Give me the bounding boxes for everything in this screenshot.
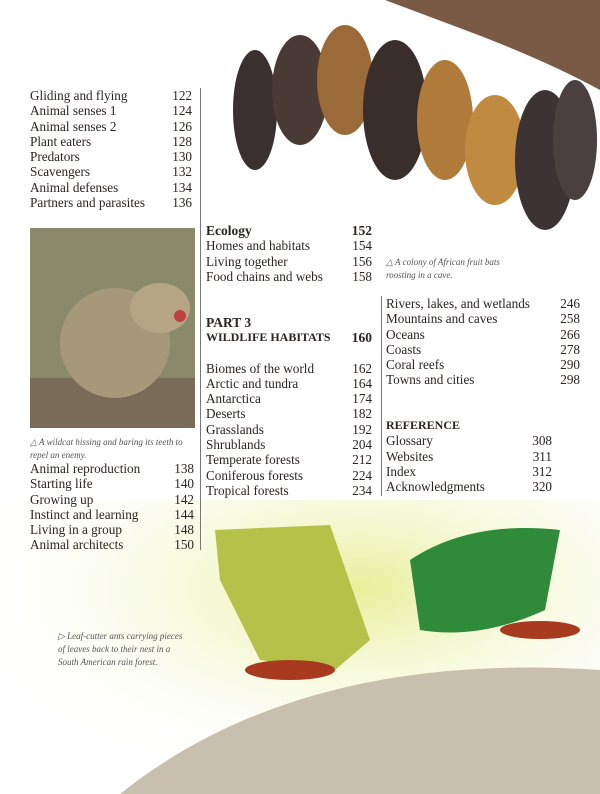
toc-entry[interactable]: Animal architects 150 [30, 537, 194, 553]
toc-entry[interactable]: Websites 311 [386, 448, 552, 464]
toc-entry[interactable]: Oceans 266 [386, 326, 580, 342]
section-heading[interactable]: REFERENCE [386, 418, 461, 432]
toc-entry[interactable]: Deserts 182 [206, 406, 372, 422]
toc-entry[interactable]: Animal defenses 134 [30, 179, 192, 195]
toc-entry[interactable]: Towns and cities 298 [386, 372, 580, 388]
toc-entry[interactable]: Predators 130 [30, 149, 192, 165]
toc-entry[interactable]: Glossary 308 [386, 433, 552, 449]
toc-entry[interactable]: Rivers, lakes, and wetlands 246 [386, 296, 580, 311]
toc-left-bottom: Animal reproduction 138 Starting life 140 … [30, 461, 194, 553]
toc-entry[interactable]: Temperate forests 212 [206, 452, 372, 468]
toc-entry[interactable]: Living in a group 148 [30, 522, 194, 538]
section-heading[interactable]: Ecology 152 [206, 223, 372, 238]
toc-entry[interactable]: Coniferous forests 224 [206, 467, 372, 483]
toc-entry[interactable]: Tropical forests 234 [206, 482, 372, 498]
toc-entry[interactable]: Instinct and learning 144 [30, 506, 194, 522]
toc-entry[interactable]: Coral reefs 290 [386, 357, 580, 373]
toc-ecology: Ecology 152 Homes and habitats 154 Living … [206, 223, 372, 284]
toc-entry[interactable]: Partners and parasites 136 [30, 195, 192, 211]
toc-left-top: Gliding and flying 122 Animal senses 1 124… [30, 88, 192, 210]
toc-entry[interactable]: Food chains and webs 158 [206, 268, 372, 284]
part-label: PART 3 [206, 315, 252, 330]
toc-entry[interactable]: Plant eaters 128 [30, 133, 192, 149]
toc-part3: PART 3 WILDLIFE HABITATS 160 Biomes of th… [206, 315, 372, 498]
toc-entry[interactable]: Grasslands 192 [206, 421, 372, 437]
toc-right: Rivers, lakes, and wetlands 246 Mountains… [386, 296, 580, 388]
toc-entry[interactable]: Arctic and tundra 164 [206, 375, 372, 391]
toc-entry[interactable]: Mountains and caves 258 [386, 311, 580, 327]
toc-reference: REFERENCE Glossary 308 Websites 311 Index 3… [386, 418, 552, 494]
column-divider [200, 88, 201, 550]
fruit-bats-photo [233, 0, 600, 230]
toc-entry[interactable]: Starting life 140 [30, 476, 194, 492]
bats-caption: △ A colony of African fruit bats roostin… [386, 257, 500, 280]
toc-entry[interactable]: Living together 156 [206, 253, 372, 269]
toc-entry[interactable]: Animal senses 1 124 [30, 103, 192, 119]
ants-caption: ▷ Leaf-cutter ants carrying pieces of le… [58, 631, 183, 667]
toc-entry[interactable]: Acknowledgments 320 [386, 479, 552, 495]
section-heading[interactable]: WILDLIFE HABITATS 160 [206, 330, 372, 346]
toc-entry[interactable]: Antarctica 174 [206, 391, 372, 407]
wildcat-photo [30, 228, 195, 428]
toc-entry[interactable]: Growing up 142 [30, 491, 194, 507]
toc-entry[interactable]: Animal senses 2 126 [30, 118, 192, 134]
toc-entry[interactable]: Animal reproduction 138 [30, 461, 194, 476]
toc-entry[interactable]: Scavengers 132 [30, 164, 192, 180]
wildcat-caption: △ A wildcat hissing and baring its teeth… [30, 437, 183, 460]
toc-entry[interactable]: Gliding and flying 122 [30, 88, 192, 103]
leafcutter-ants-photo [0, 500, 600, 794]
toc-entry[interactable]: Homes and habitats 154 [206, 238, 372, 254]
toc-entry[interactable]: Index 312 [386, 463, 552, 479]
toc-entry[interactable]: Biomes of the world 162 [206, 360, 372, 376]
toc-entry[interactable]: Coasts 278 [386, 341, 580, 357]
toc-entry[interactable]: Shrublands 204 [206, 437, 372, 453]
column-divider [381, 296, 382, 496]
